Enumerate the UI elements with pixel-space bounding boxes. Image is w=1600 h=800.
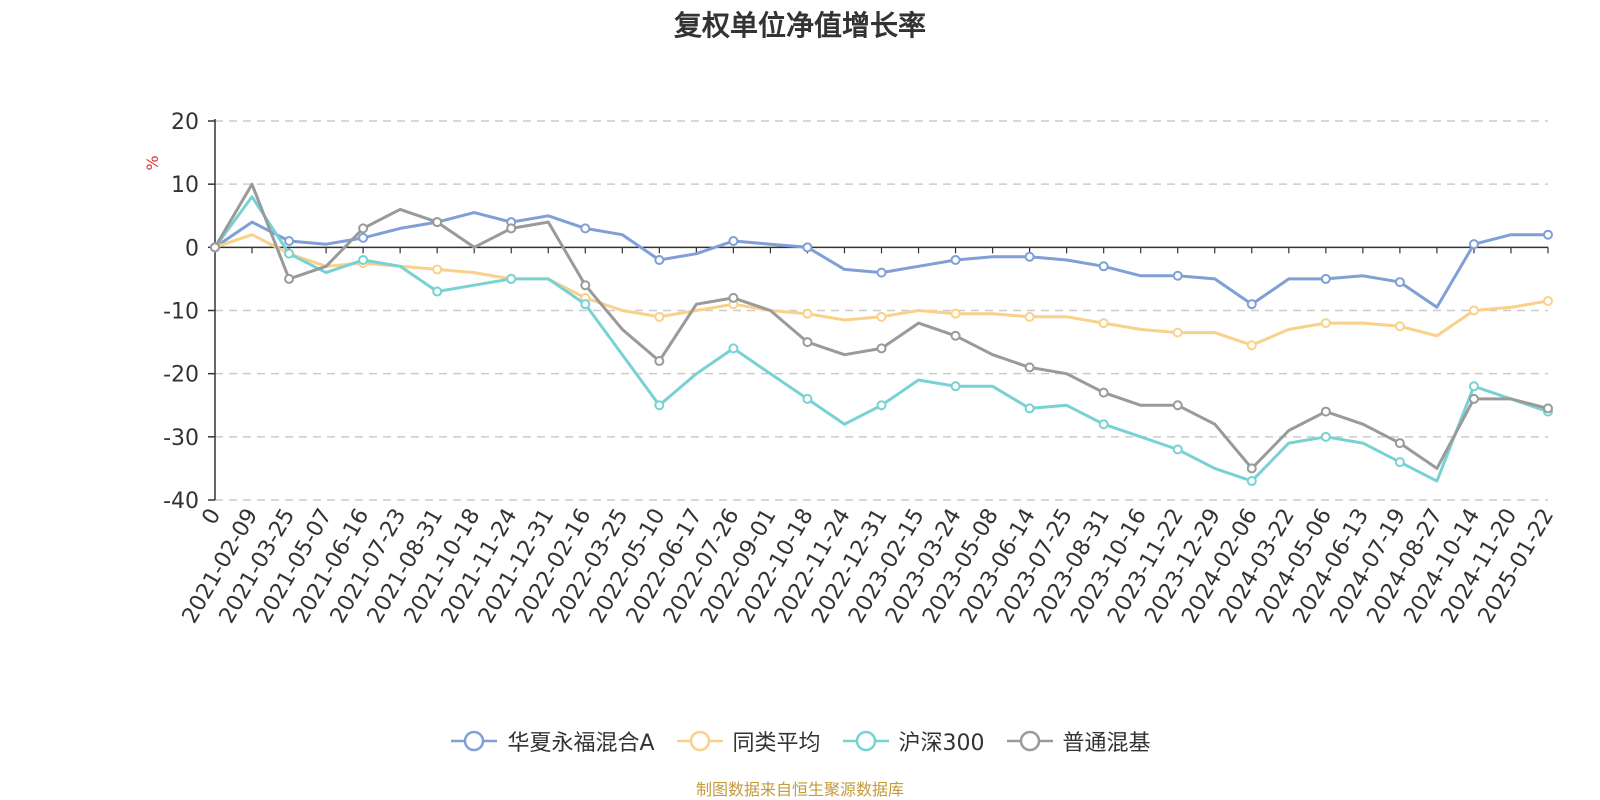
data-point bbox=[1172, 270, 1183, 281]
line-chart: 20100-10-20-30-40%02021-02-092021-03-252… bbox=[143, 110, 1559, 628]
data-point bbox=[1024, 251, 1035, 262]
data-point bbox=[1246, 299, 1257, 310]
circle-line-icon bbox=[842, 730, 889, 752]
data-point bbox=[728, 236, 739, 247]
legend-label: 普通混基 bbox=[1062, 731, 1151, 756]
data-point bbox=[802, 308, 813, 319]
data-point bbox=[876, 343, 887, 354]
legend-item-1[interactable]: 华夏永福混合A bbox=[449, 725, 655, 757]
data-point bbox=[1394, 321, 1405, 332]
circle-line-icon bbox=[1006, 730, 1053, 752]
data-point bbox=[1246, 476, 1257, 487]
data-point bbox=[950, 308, 961, 319]
data-point bbox=[802, 242, 813, 253]
circle-line-icon bbox=[451, 730, 498, 752]
x-tick-label: 0 bbox=[198, 505, 227, 530]
data-point bbox=[432, 286, 443, 297]
data-point bbox=[802, 337, 813, 348]
data-point bbox=[358, 232, 369, 243]
legend-item-4[interactable]: 普通混基 bbox=[1005, 725, 1151, 757]
legend-label: 华夏永福混合A bbox=[507, 731, 655, 756]
data-point bbox=[876, 400, 887, 411]
data-point bbox=[1468, 381, 1479, 392]
data-point bbox=[1098, 261, 1109, 272]
data-point bbox=[1172, 444, 1183, 455]
data-point bbox=[1543, 229, 1553, 240]
data-point bbox=[284, 236, 295, 247]
data-point bbox=[654, 311, 665, 322]
data-point bbox=[1394, 457, 1405, 468]
data-point bbox=[210, 242, 220, 253]
data-point bbox=[876, 311, 887, 322]
data-point bbox=[1543, 296, 1553, 307]
data-point bbox=[432, 264, 443, 275]
data-point bbox=[728, 292, 739, 303]
data-point bbox=[358, 254, 369, 265]
series-line-3 bbox=[213, 195, 1549, 483]
data-point bbox=[728, 343, 739, 354]
circle-line-icon bbox=[676, 730, 723, 752]
data-point bbox=[950, 254, 961, 265]
data-point bbox=[1172, 400, 1183, 411]
data-point bbox=[1320, 318, 1331, 329]
y-tick-label: 20 bbox=[171, 110, 199, 135]
data-source-note: 制图数据来自恒生聚源数据库 bbox=[695, 780, 904, 799]
data-point bbox=[1246, 340, 1257, 351]
data-point bbox=[1172, 327, 1183, 338]
legend-label: 沪深300 bbox=[898, 731, 985, 756]
data-point bbox=[1468, 305, 1479, 316]
data-point bbox=[1468, 239, 1479, 250]
y-tick-label: 10 bbox=[171, 173, 199, 198]
data-point bbox=[654, 254, 665, 265]
data-point bbox=[284, 248, 295, 259]
legend-item-3[interactable]: 沪深300 bbox=[841, 725, 985, 757]
data-point bbox=[802, 393, 813, 404]
data-point bbox=[654, 356, 665, 367]
y-tick-label: -10 bbox=[163, 300, 199, 325]
y-tick-label: 0 bbox=[185, 236, 199, 261]
chart-legend: 华夏永福混合A 同类平均 沪深300 普通混基 bbox=[0, 725, 1600, 757]
data-point bbox=[506, 273, 517, 284]
data-point bbox=[358, 223, 369, 234]
y-tick-label: -30 bbox=[163, 426, 199, 451]
chart-title: 复权单位净值增长率 bbox=[673, 9, 926, 42]
data-point bbox=[1320, 273, 1331, 284]
y-tick-label: -40 bbox=[163, 489, 199, 514]
data-point bbox=[284, 273, 295, 284]
data-point bbox=[506, 223, 517, 234]
data-point bbox=[1468, 393, 1479, 404]
data-point bbox=[1024, 403, 1035, 414]
data-point bbox=[1320, 431, 1331, 442]
data-point bbox=[876, 267, 887, 278]
data-point bbox=[1394, 438, 1405, 449]
data-point bbox=[1246, 463, 1257, 474]
data-point bbox=[1098, 419, 1109, 430]
data-point bbox=[654, 400, 665, 411]
y-tick-label: -20 bbox=[163, 363, 199, 388]
data-point bbox=[432, 217, 443, 228]
data-point bbox=[950, 330, 961, 341]
data-point bbox=[1024, 311, 1035, 322]
data-point bbox=[1543, 403, 1553, 414]
data-point bbox=[1098, 318, 1109, 329]
data-point bbox=[580, 223, 591, 234]
data-point bbox=[1394, 277, 1405, 288]
data-point bbox=[580, 280, 591, 291]
legend-label: 同类平均 bbox=[732, 731, 821, 756]
series-line-1 bbox=[214, 211, 1548, 309]
data-point bbox=[950, 381, 961, 392]
data-point bbox=[580, 299, 591, 310]
legend-item-2[interactable]: 同类平均 bbox=[675, 725, 821, 757]
data-point bbox=[1024, 362, 1035, 373]
data-point bbox=[1098, 387, 1109, 398]
data-point bbox=[1320, 406, 1331, 417]
y-axis-label: % bbox=[143, 155, 162, 170]
